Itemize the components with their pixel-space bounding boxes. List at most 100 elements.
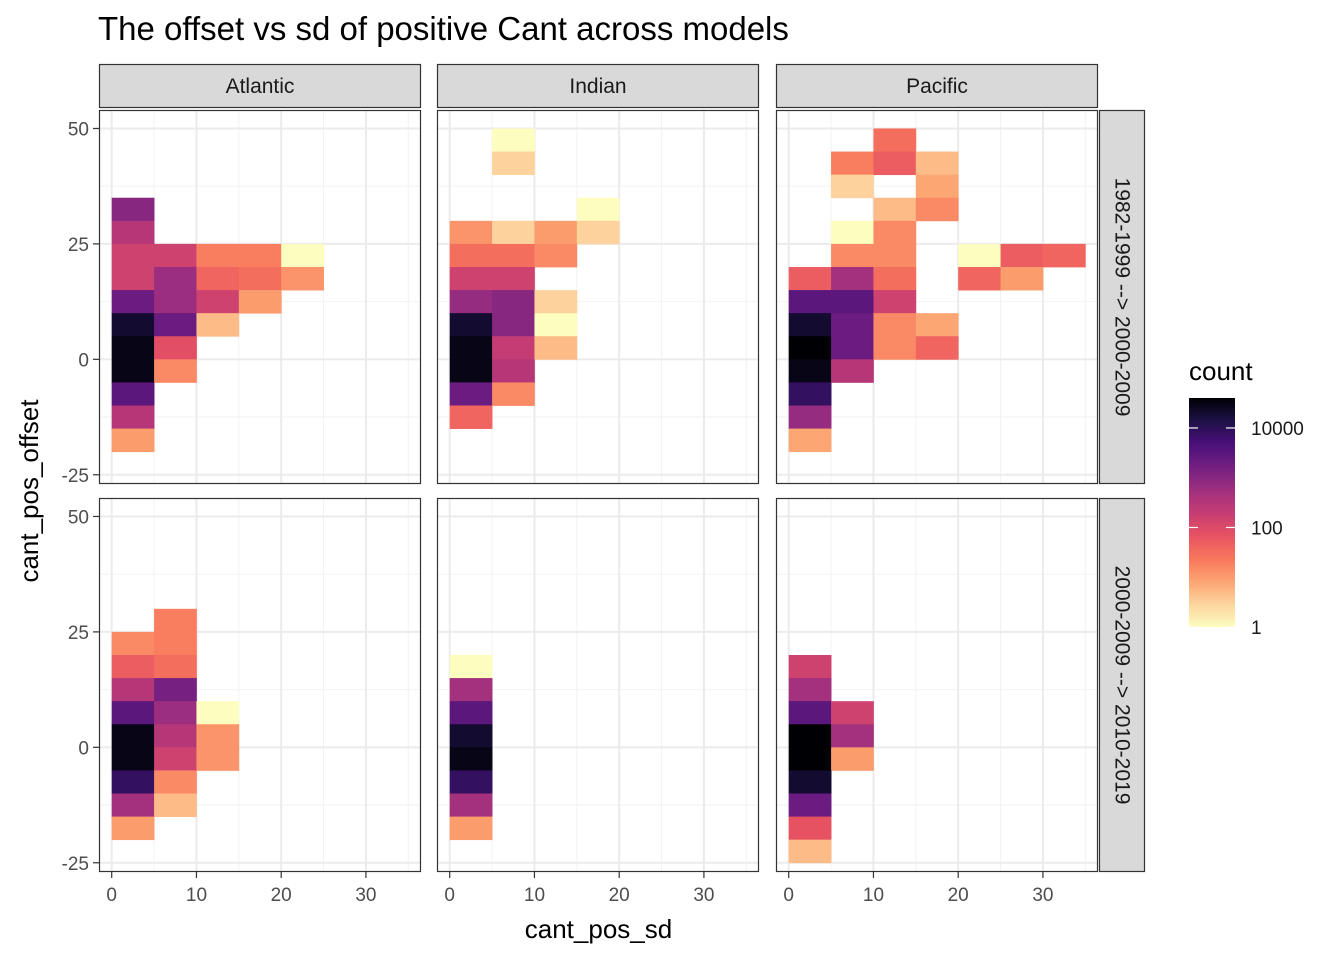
- y-tick-label: -25: [62, 466, 89, 487]
- heat-tile: [154, 747, 197, 771]
- legend-break-label: 10000: [1251, 419, 1304, 440]
- heat-tile: [873, 151, 917, 176]
- heat-tile: [111, 197, 155, 222]
- x-tick-label: 30: [355, 885, 376, 906]
- y-axis-title: cant_pos_offset: [14, 399, 44, 583]
- heat-tile: [492, 220, 535, 245]
- x-tick-label: 30: [1032, 885, 1053, 906]
- heat-tile: [111, 428, 155, 453]
- heat-tile: [788, 359, 832, 383]
- strip-atlantic: [98, 63, 422, 109]
- heat-tile: [788, 793, 832, 817]
- heat-tile: [873, 243, 917, 268]
- heat-tile: [111, 747, 155, 771]
- heat-tile: [873, 313, 917, 337]
- heat-tile: [534, 243, 578, 268]
- heat-tile: [958, 243, 1001, 268]
- heat-tile: [492, 266, 535, 291]
- heat-tile: [111, 770, 155, 794]
- heat-tile: [492, 290, 535, 314]
- heat-tile: [196, 747, 240, 771]
- panel-pacific-2: [775, 497, 1099, 873]
- heat-tile: [873, 266, 917, 291]
- heat-tile: [788, 382, 832, 406]
- heat-tile: [788, 678, 832, 702]
- heat-tile: [154, 359, 197, 383]
- panel-indian-1: [436, 109, 760, 485]
- strip-row-1: [1098, 109, 1146, 485]
- heat-tile: [915, 313, 959, 337]
- heat-tile: [154, 770, 197, 794]
- heat-tile: [1000, 243, 1044, 268]
- heat-tile: [196, 266, 240, 291]
- heat-tile: [492, 243, 535, 268]
- heat-tile: [449, 336, 493, 360]
- heat-tile: [111, 382, 155, 406]
- heat-tile: [492, 313, 535, 337]
- heat-tile: [958, 266, 1001, 291]
- heat-tile: [154, 266, 197, 291]
- legend-break-label: 1: [1251, 618, 1262, 639]
- heat-tile: [238, 243, 282, 268]
- heat-tile: [449, 678, 493, 702]
- heat-tile: [831, 151, 874, 176]
- heat-tile: [449, 747, 493, 771]
- heat-tile: [1000, 266, 1044, 291]
- heat-tile: [873, 220, 917, 245]
- panel-border: [98, 109, 422, 485]
- heat-tile: [534, 220, 578, 245]
- heat-tile: [111, 724, 155, 748]
- heat-tile: [111, 336, 155, 360]
- heat-tile: [534, 290, 578, 314]
- heat-tile: [831, 701, 874, 725]
- strip-label: 1982-1999 --> 2000-2009: [1111, 178, 1134, 417]
- heat-tile: [831, 243, 874, 268]
- panel-indian-2: [436, 497, 760, 873]
- heat-tile: [831, 266, 874, 291]
- heat-tile: [788, 290, 832, 314]
- heat-tile: [873, 290, 917, 314]
- heat-tile: [788, 816, 832, 841]
- heat-tile: [492, 336, 535, 360]
- heat-tile: [915, 174, 959, 199]
- heat-tile: [154, 793, 197, 817]
- heat-tile: [788, 724, 832, 748]
- panel-pacific-1: [775, 109, 1099, 485]
- y-tick-label: 0: [78, 738, 89, 759]
- heat-tile: [915, 336, 959, 360]
- strip-label: Indian: [569, 75, 626, 98]
- heat-tile: [111, 313, 155, 337]
- heat-tile: [154, 608, 197, 633]
- panel-border: [98, 497, 422, 873]
- heat-tile: [449, 220, 493, 245]
- strip-label: Atlantic: [226, 75, 295, 98]
- heat-tile: [111, 220, 155, 245]
- heat-tile: [154, 701, 197, 725]
- heat-tile: [154, 724, 197, 748]
- heat-tile: [196, 313, 240, 337]
- heat-tile: [831, 359, 874, 383]
- y-tick-label: -25: [62, 854, 89, 875]
- heat-tile: [111, 678, 155, 702]
- panel-atlantic-2: [98, 497, 422, 873]
- heat-tile: [915, 197, 959, 222]
- heat-tile: [111, 793, 155, 817]
- heat-tile: [873, 336, 917, 360]
- heat-tile: [873, 128, 917, 152]
- heat-tile: [449, 816, 493, 841]
- panel-border: [436, 497, 760, 873]
- heat-tile: [111, 266, 155, 291]
- heat-tile: [196, 290, 240, 314]
- heat-tile: [576, 220, 620, 245]
- heat-tile: [788, 405, 832, 429]
- chart-title: The offset vs sd of positive Cant across…: [98, 10, 789, 47]
- x-tick-label: 0: [444, 885, 455, 906]
- strip-indian: [436, 63, 760, 109]
- panel-border: [436, 109, 760, 485]
- heat-tile: [831, 174, 874, 199]
- legend-title: count: [1189, 356, 1253, 386]
- heat-tile: [111, 243, 155, 268]
- heat-tile: [111, 701, 155, 725]
- heat-tile: [196, 724, 240, 748]
- heat-tile: [111, 359, 155, 383]
